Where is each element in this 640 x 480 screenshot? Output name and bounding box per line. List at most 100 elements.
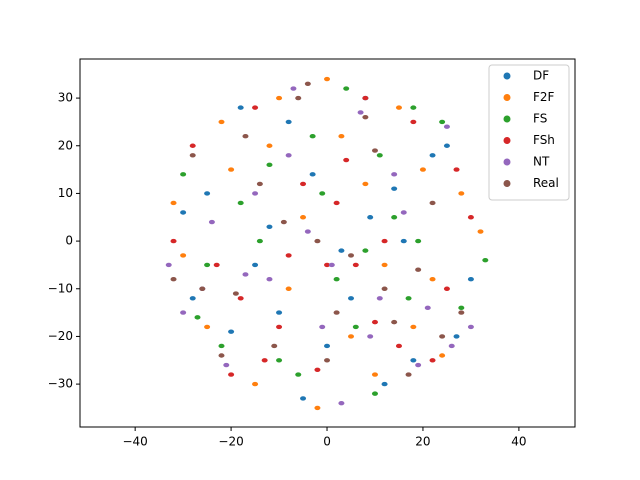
point [324, 343, 331, 349]
point [405, 296, 412, 301]
point [391, 215, 398, 220]
point [223, 362, 230, 368]
point [324, 262, 331, 268]
point [194, 315, 201, 320]
point [218, 119, 225, 125]
point [362, 248, 369, 253]
point [453, 167, 460, 172]
point [266, 224, 273, 229]
y-tick-label: −30 [48, 377, 73, 391]
point [199, 286, 206, 291]
point [367, 215, 374, 220]
point [261, 358, 268, 363]
point [252, 262, 259, 268]
point [300, 396, 307, 401]
point [391, 172, 398, 177]
point [285, 253, 292, 258]
point [439, 119, 446, 125]
point [170, 277, 177, 282]
point [400, 210, 407, 215]
point [410, 119, 417, 125]
point [252, 191, 259, 196]
point [333, 310, 340, 315]
point [237, 200, 244, 206]
point [218, 343, 225, 349]
point [319, 191, 326, 196]
x-tick-label: −20 [218, 435, 243, 449]
legend-marker [503, 72, 511, 80]
x-tick-label: 40 [511, 435, 526, 449]
point [348, 253, 355, 258]
point [357, 110, 364, 115]
point [381, 381, 388, 387]
y-tick-label: −20 [48, 329, 73, 343]
point [189, 153, 196, 158]
point [228, 167, 235, 172]
point [276, 358, 283, 363]
point [328, 262, 335, 268]
point [415, 267, 422, 272]
point [285, 153, 292, 158]
point [276, 310, 283, 315]
point [170, 238, 177, 244]
y-tick-label: 10 [58, 186, 73, 200]
legend-marker [503, 180, 511, 187]
point [410, 358, 417, 363]
point [180, 253, 187, 258]
point [300, 181, 307, 187]
point [467, 215, 474, 220]
point [180, 210, 187, 215]
point [429, 153, 436, 158]
point [333, 200, 340, 206]
point [252, 105, 259, 110]
point [352, 324, 359, 330]
point [439, 353, 446, 358]
point [300, 215, 307, 220]
point [381, 286, 388, 291]
point [467, 277, 474, 282]
point [314, 405, 321, 411]
point [415, 362, 422, 368]
point [348, 296, 355, 301]
point [170, 200, 177, 206]
point [443, 143, 450, 148]
point [285, 119, 292, 125]
point [362, 181, 369, 187]
point [237, 296, 244, 301]
point [189, 143, 196, 148]
point [165, 262, 172, 268]
point [285, 286, 292, 291]
legend-marker [503, 94, 511, 101]
point [443, 286, 450, 291]
point [295, 372, 302, 377]
point [266, 162, 273, 168]
point [290, 86, 297, 91]
point [348, 334, 355, 339]
point [371, 372, 378, 377]
point [319, 324, 326, 330]
point [477, 229, 484, 234]
legend-marker [503, 115, 511, 123]
point [252, 381, 259, 387]
point [371, 148, 378, 153]
x-tick-label: 0 [323, 435, 331, 449]
point [424, 305, 431, 311]
point [204, 324, 211, 330]
point [256, 238, 263, 244]
point [180, 310, 187, 315]
point [482, 257, 489, 263]
point [314, 367, 321, 372]
point [458, 191, 465, 196]
point [338, 134, 345, 139]
point [343, 86, 350, 91]
point [391, 186, 398, 191]
y-tick-label: 30 [58, 91, 73, 105]
point [376, 296, 383, 301]
point [324, 76, 331, 82]
point [381, 262, 388, 268]
point [371, 391, 378, 396]
legend-marker [503, 137, 511, 144]
point [376, 153, 383, 158]
legend-marker [503, 158, 511, 166]
